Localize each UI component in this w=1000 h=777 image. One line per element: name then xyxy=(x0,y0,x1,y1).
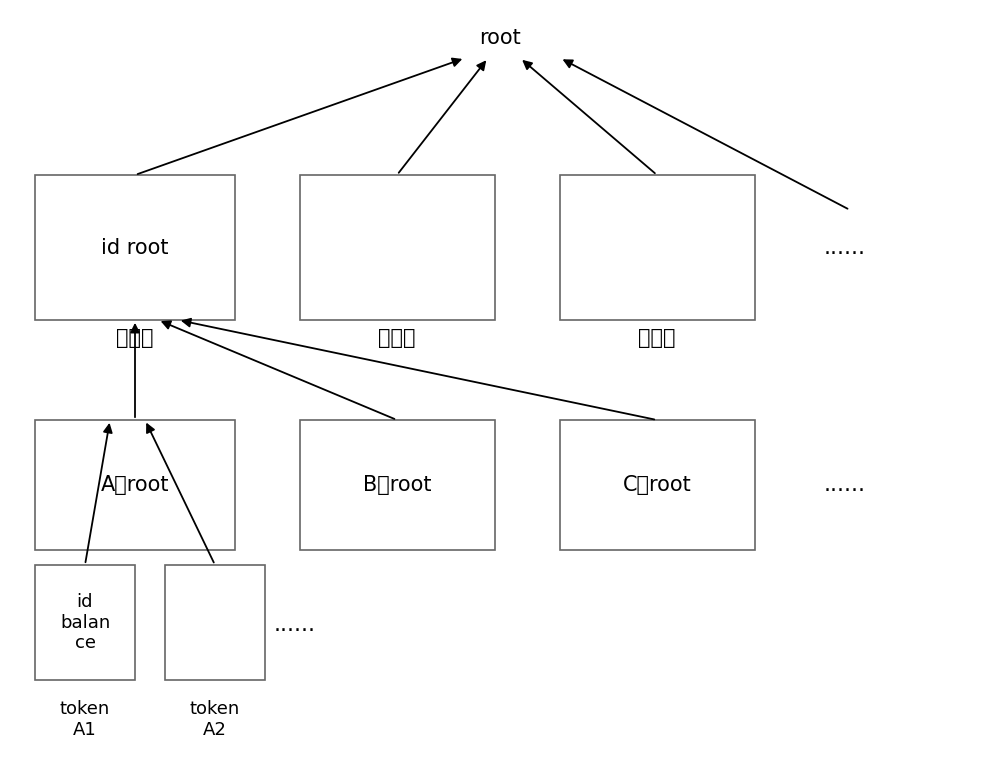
Text: ......: ...... xyxy=(824,475,866,495)
Text: ......: ...... xyxy=(274,615,316,635)
Text: C链root: C链root xyxy=(623,475,692,495)
Text: 用户乙: 用户乙 xyxy=(378,328,416,348)
Bar xyxy=(35,420,235,550)
Bar xyxy=(35,565,135,680)
Text: token
A1: token A1 xyxy=(60,700,110,739)
Text: id root: id root xyxy=(101,238,169,257)
Text: 用户甲: 用户甲 xyxy=(116,328,154,348)
Bar xyxy=(165,565,265,680)
Bar xyxy=(300,175,495,320)
Text: ......: ...... xyxy=(824,238,866,258)
Bar xyxy=(560,175,755,320)
Bar xyxy=(560,420,755,550)
Bar xyxy=(35,175,235,320)
Bar xyxy=(300,420,495,550)
Text: id
balan
ce: id balan ce xyxy=(60,593,110,653)
Text: A链root: A链root xyxy=(101,475,169,495)
Text: root: root xyxy=(479,28,521,48)
Text: B链root: B链root xyxy=(363,475,432,495)
Text: 用户丙: 用户丙 xyxy=(638,328,676,348)
Text: token
A2: token A2 xyxy=(190,700,240,739)
